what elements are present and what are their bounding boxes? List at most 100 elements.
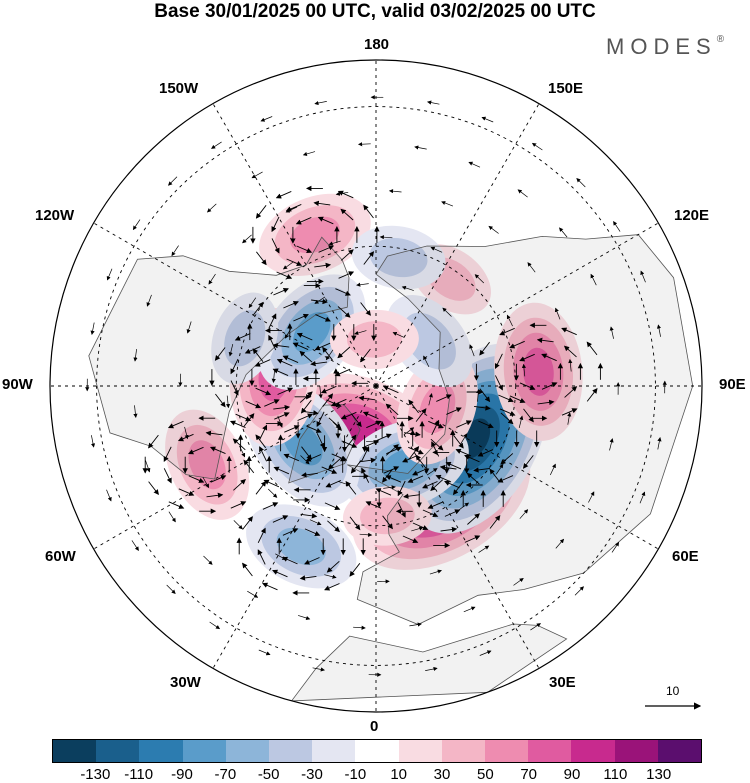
vector-ring [376, 449, 506, 549]
colorbar-segment [182, 740, 226, 762]
wind-arrow [386, 446, 402, 455]
lon-label-60w: 60W [45, 548, 76, 565]
wind-arrow [273, 466, 290, 475]
wind-arrow [609, 326, 614, 339]
wind-arrow [284, 425, 300, 433]
wind-arrow [257, 549, 266, 565]
colorbar-tick-label: 50 [476, 766, 494, 783]
wind-arrow [337, 346, 351, 359]
wind-arrow [639, 491, 646, 504]
wind-arrow [517, 189, 528, 198]
colorbar-tick-label: -110 [124, 766, 154, 783]
wind-arrow [245, 400, 262, 409]
map-title: Base 30/01/2025 00 UTC, valid 03/02/2025… [154, 1, 596, 22]
wind-arrow [392, 332, 405, 338]
wind-arrow [657, 437, 662, 450]
wind-arrow [427, 100, 440, 105]
wind-arrow [428, 420, 444, 429]
wind-arrow [531, 142, 543, 151]
wind-arrow [328, 240, 341, 246]
wind-arrow [564, 386, 578, 398]
wind-arrow [466, 472, 480, 485]
wind-arrow [310, 360, 328, 367]
wind-arrow [285, 206, 298, 213]
wind-arrow [188, 475, 205, 483]
wind-arrow [495, 463, 504, 475]
wind-arrow [208, 273, 216, 285]
wind-arrow [163, 468, 172, 484]
wind-arrow [272, 342, 290, 349]
wind-arrow [282, 355, 299, 364]
colorbar-tick-label: 130 [646, 766, 672, 783]
wind-arrow [324, 583, 340, 591]
wind-arrow [519, 353, 535, 362]
wind-arrow [541, 353, 557, 362]
wind-arrow [327, 520, 340, 533]
meridian-line [212, 103, 377, 387]
wind-arrow [340, 249, 354, 261]
wind-arrow [379, 235, 393, 240]
wind-arrow [168, 501, 185, 509]
wind-arrow [167, 420, 184, 429]
wind-arrow [499, 327, 515, 336]
lon-label-150e: 150E [548, 80, 584, 97]
wind-arrow [365, 501, 382, 509]
wind-arrow [453, 434, 464, 449]
wind-arrow [215, 393, 226, 408]
lon-label-30w: 30W [170, 674, 201, 691]
colorbar-segment [614, 740, 658, 762]
anomaly-band [290, 216, 340, 254]
wind-arrow [211, 141, 222, 149]
wind-arrow [205, 430, 223, 436]
brand-logo: MODES® [606, 33, 725, 59]
wind-arrow [363, 251, 375, 265]
latitude-circle [235, 245, 517, 527]
wind-arrow [335, 191, 349, 196]
wind-arrow [282, 261, 294, 270]
wind-arrow [555, 538, 565, 549]
wind-arrow [463, 606, 476, 613]
wind-arrow [349, 516, 361, 531]
lon-label-90e: 90E [719, 376, 746, 393]
meridian-line [375, 385, 540, 669]
wind-arrow [412, 522, 429, 531]
wind-arrow [402, 455, 418, 463]
lon-label-120e: 120E [674, 207, 710, 224]
wind-arrow [359, 532, 373, 537]
wind-arrow [305, 454, 322, 462]
wind-arrow [268, 334, 277, 351]
wind-arrow [304, 557, 320, 565]
wind-arrow [106, 268, 113, 281]
wind-arrow [317, 216, 334, 225]
wind-arrow [609, 438, 614, 451]
wind-arrow [568, 358, 573, 372]
wind-arrow [488, 225, 499, 234]
wind-arrow [518, 415, 524, 428]
wind-arrow [187, 446, 204, 455]
wind-arrow [295, 216, 312, 225]
wind-arrow [363, 204, 374, 219]
colorbar-tick-label: 90 [563, 766, 581, 783]
wind-arrow [255, 387, 272, 396]
wind-arrow [430, 438, 444, 451]
wind-arrow [436, 394, 452, 402]
wind-arrow [561, 327, 577, 336]
wind-arrow [277, 415, 283, 428]
wind-arrow [148, 434, 159, 449]
wind-arrow [445, 461, 462, 470]
meridian-line [375, 222, 659, 387]
colorbar-segment [312, 740, 356, 762]
wind-arrow [230, 358, 239, 375]
wind-arrow [440, 526, 458, 533]
wind-arrow [456, 420, 472, 428]
wind-arrow [234, 333, 251, 341]
lon-label-30e: 30E [549, 674, 576, 691]
wind-arrow [257, 527, 266, 543]
wind-arrow [473, 467, 490, 473]
wind-arrow [356, 282, 369, 287]
wind-arrow [186, 321, 192, 334]
wind-arrow [382, 385, 399, 394]
wind-arrow [464, 535, 481, 543]
wind-arrow [106, 489, 112, 502]
wind-arrow [588, 491, 595, 503]
